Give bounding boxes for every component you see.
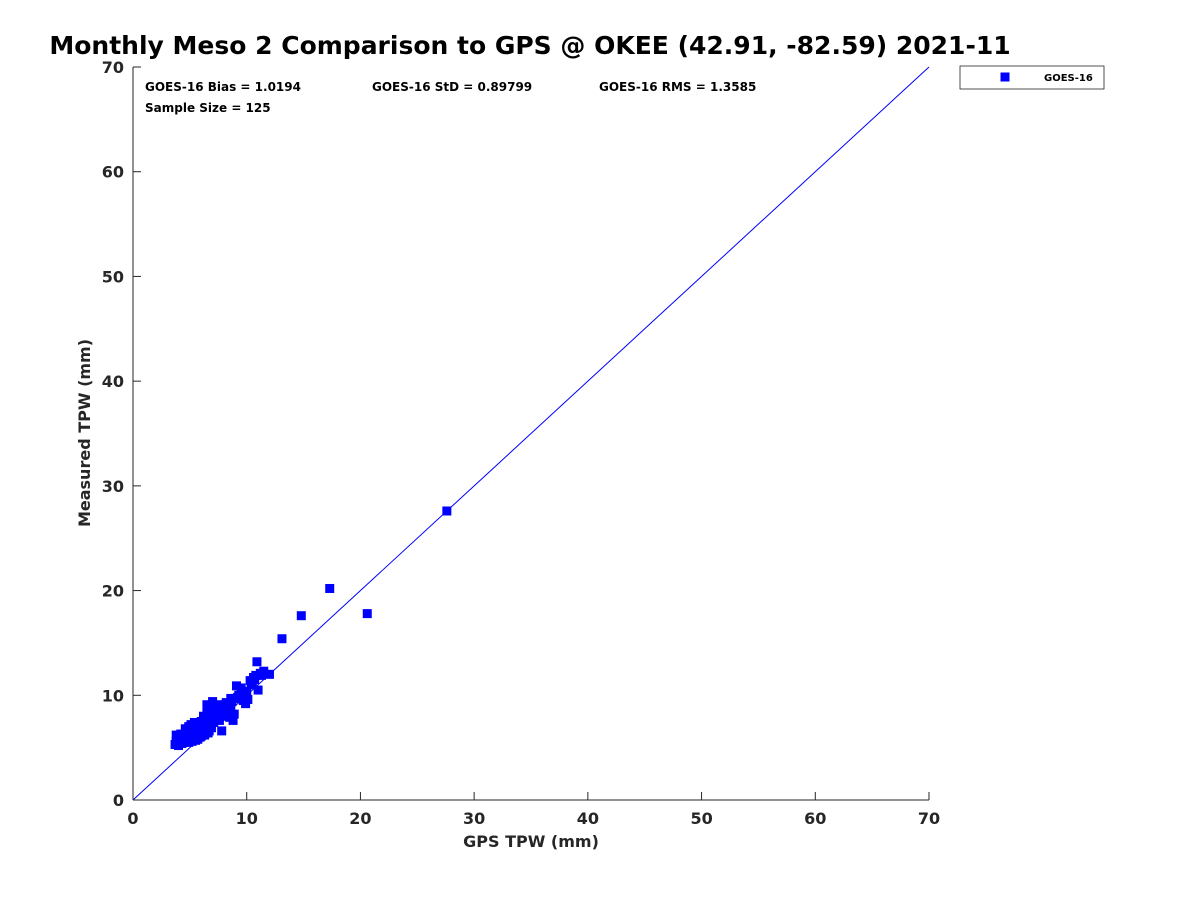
x-tick-label: 10 bbox=[236, 809, 258, 828]
legend: GOES-16 bbox=[959, 65, 1105, 90]
rms-stat: GOES-16 RMS = 1.3585 bbox=[599, 80, 756, 94]
data-point bbox=[226, 693, 236, 703]
data-point bbox=[253, 685, 263, 695]
data-points bbox=[170, 506, 452, 751]
chart-title: Monthly Meso 2 Comparison to GPS @ OKEE … bbox=[49, 31, 1010, 60]
data-point bbox=[183, 734, 193, 744]
y-axis-label: Measured TPW (mm) bbox=[75, 339, 94, 527]
data-point bbox=[176, 736, 186, 746]
x-tick-label: 50 bbox=[690, 809, 712, 828]
data-point bbox=[217, 726, 227, 736]
data-point bbox=[243, 694, 253, 704]
y-tick-label: 0 bbox=[113, 791, 124, 810]
bias-stat: GOES-16 Bias = 1.0194 bbox=[145, 80, 301, 94]
legend-label: GOES-16 bbox=[1044, 73, 1093, 84]
data-point bbox=[237, 691, 247, 701]
data-point bbox=[231, 681, 241, 691]
x-tick-label: 20 bbox=[349, 809, 371, 828]
data-point bbox=[277, 634, 287, 644]
data-point bbox=[212, 714, 222, 724]
std-stat: GOES-16 StD = 0.89799 bbox=[372, 80, 532, 94]
x-tick-label: 0 bbox=[127, 809, 138, 828]
data-point bbox=[362, 609, 372, 619]
y-tick-label: 60 bbox=[102, 163, 124, 182]
axes bbox=[132, 67, 929, 801]
data-point bbox=[250, 675, 260, 685]
data-point bbox=[246, 680, 256, 690]
tick-marks: 0 10 20 30 40 50 60 70 0 10 20 30 40 50 60 70 bbox=[102, 58, 940, 828]
y-tick-label: 40 bbox=[102, 372, 124, 391]
data-point bbox=[229, 709, 239, 719]
data-point bbox=[228, 715, 238, 725]
data-point bbox=[221, 705, 231, 715]
legend-box bbox=[959, 65, 1105, 90]
data-point bbox=[185, 722, 195, 732]
x-tick-label: 70 bbox=[918, 809, 940, 828]
data-point bbox=[208, 697, 218, 707]
y-tick-label: 10 bbox=[102, 686, 124, 705]
data-point bbox=[216, 700, 226, 710]
data-point bbox=[242, 686, 252, 696]
plot-area: 0 10 20 30 40 50 60 70 0 10 20 30 40 50 60 70 bbox=[102, 58, 940, 828]
data-point bbox=[188, 732, 198, 742]
data-point bbox=[264, 669, 274, 679]
data-point bbox=[199, 728, 208, 738]
y-tick-label: 70 bbox=[102, 58, 124, 77]
legend-marker-square bbox=[1000, 72, 1010, 82]
data-point bbox=[233, 692, 243, 702]
data-point bbox=[210, 705, 220, 715]
data-point bbox=[221, 698, 231, 708]
data-point bbox=[257, 670, 266, 680]
y-tick-label: 30 bbox=[102, 477, 124, 496]
x-axis-label: GPS TPW (mm) bbox=[463, 832, 599, 851]
data-point bbox=[296, 611, 306, 621]
data-point bbox=[325, 583, 335, 593]
sample-size-stat: Sample Size = 125 bbox=[145, 101, 271, 115]
y-tick-label: 20 bbox=[102, 582, 124, 601]
x-tick-label: 60 bbox=[804, 809, 826, 828]
data-point bbox=[180, 729, 190, 739]
data-point bbox=[236, 683, 246, 693]
data-point bbox=[220, 711, 230, 721]
data-point bbox=[206, 716, 216, 726]
x-tick-label: 40 bbox=[577, 809, 599, 828]
data-point bbox=[252, 657, 262, 667]
x-tick-label: 30 bbox=[463, 809, 485, 828]
data-point bbox=[442, 506, 452, 516]
data-point bbox=[204, 726, 214, 736]
y-tick-label: 50 bbox=[102, 267, 124, 286]
